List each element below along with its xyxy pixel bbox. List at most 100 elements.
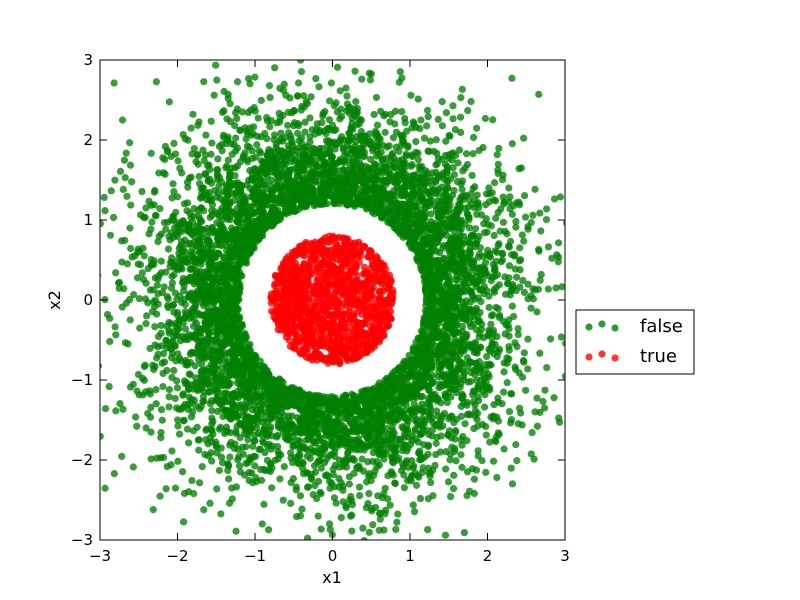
data-point-false — [474, 393, 482, 401]
data-point-false — [205, 161, 213, 169]
data-point-false — [485, 303, 493, 312]
data-point-false — [446, 213, 454, 221]
data-point-false — [499, 171, 507, 179]
data-point-false — [165, 98, 173, 106]
data-point-false — [492, 303, 500, 312]
data-point-false — [268, 432, 276, 440]
data-point-false — [474, 452, 482, 460]
data-point-false — [457, 246, 465, 255]
data-point-false — [379, 141, 387, 149]
data-point-false — [398, 423, 406, 431]
data-point-false — [131, 413, 140, 421]
data-point-false — [178, 278, 187, 286]
data-point-false — [543, 363, 551, 372]
data-point-false — [428, 364, 436, 372]
data-point-false — [448, 443, 456, 451]
data-point-false — [268, 484, 276, 492]
data-point-false — [260, 500, 268, 508]
data-point-false — [359, 524, 367, 532]
data-point-false — [202, 171, 210, 179]
data-point-false — [198, 463, 206, 471]
data-point-false — [136, 324, 144, 332]
data-point-false — [517, 256, 525, 264]
data-point-false — [465, 216, 473, 224]
data-point-false — [200, 156, 208, 165]
data-point-false — [417, 196, 425, 204]
data-point-false — [358, 455, 366, 463]
data-point-false — [157, 257, 165, 265]
data-point-false — [199, 146, 207, 154]
data-point-false — [194, 309, 202, 317]
data-point-false — [126, 316, 134, 324]
data-point-false — [351, 67, 359, 75]
data-point-false — [395, 375, 403, 383]
data-point-false — [275, 118, 284, 126]
data-point-false — [38, 210, 45, 217]
data-point-false — [414, 156, 422, 164]
data-point-false — [507, 390, 515, 398]
data-point-false — [183, 425, 192, 433]
data-point-false — [189, 110, 197, 118]
data-point-false — [152, 400, 160, 408]
data-point-false — [325, 97, 334, 105]
data-point-false — [164, 245, 173, 253]
data-point-false — [195, 172, 203, 181]
data-point-false — [469, 308, 477, 316]
data-point-false — [208, 139, 216, 147]
data-point-false — [162, 485, 170, 493]
data-point-false — [92, 304, 99, 311]
data-point-false — [349, 125, 357, 133]
data-point-false — [529, 295, 537, 303]
data-point-false — [232, 483, 240, 491]
data-point-false — [369, 449, 377, 457]
data-point-false — [398, 74, 406, 82]
data-point-false — [505, 184, 513, 192]
data-point-false — [316, 434, 325, 442]
data-point-false — [518, 373, 527, 381]
data-point-false — [336, 87, 344, 95]
data-point-false — [119, 405, 127, 413]
data-point-false — [222, 181, 230, 190]
data-point-false — [214, 155, 222, 163]
data-point-false — [323, 142, 331, 151]
data-point-false — [557, 333, 565, 341]
data-point-false — [116, 167, 125, 175]
data-point-false — [383, 449, 391, 458]
data-point-false — [265, 145, 273, 154]
data-point-false — [200, 78, 208, 86]
data-point-false — [173, 377, 181, 385]
data-point-false — [419, 464, 427, 472]
data-point-false — [451, 220, 459, 228]
data-point-false — [509, 280, 517, 289]
data-point-false — [182, 359, 191, 367]
data-point-false — [225, 411, 233, 419]
data-point-false — [173, 384, 182, 392]
data-point-false — [121, 174, 129, 182]
data-point-false — [235, 462, 244, 470]
data-point-false — [151, 323, 159, 331]
data-point-false — [423, 106, 432, 114]
data-point-false — [116, 400, 124, 408]
data-point-false — [524, 365, 532, 373]
data-point-false — [505, 407, 514, 416]
data-point-false — [111, 176, 119, 184]
data-point-false — [392, 525, 400, 534]
data-point-false — [327, 439, 335, 447]
data-point-false — [364, 500, 372, 508]
data-point-false — [441, 531, 450, 539]
data-point-false — [287, 449, 295, 457]
data-point-false — [297, 60, 305, 64]
data-point-false — [159, 382, 167, 391]
data-point-false — [417, 116, 425, 124]
data-point-false — [448, 349, 456, 358]
data-point-false — [181, 325, 190, 333]
data-point-false — [410, 400, 418, 408]
data-point-false — [520, 237, 528, 245]
data-point-false — [259, 437, 267, 445]
data-point-false — [412, 481, 421, 489]
data-point-false — [271, 206, 279, 214]
data-point-false — [324, 137, 333, 145]
data-point-false — [536, 276, 544, 284]
data-point-false — [101, 484, 109, 492]
data-point-false — [134, 370, 143, 379]
